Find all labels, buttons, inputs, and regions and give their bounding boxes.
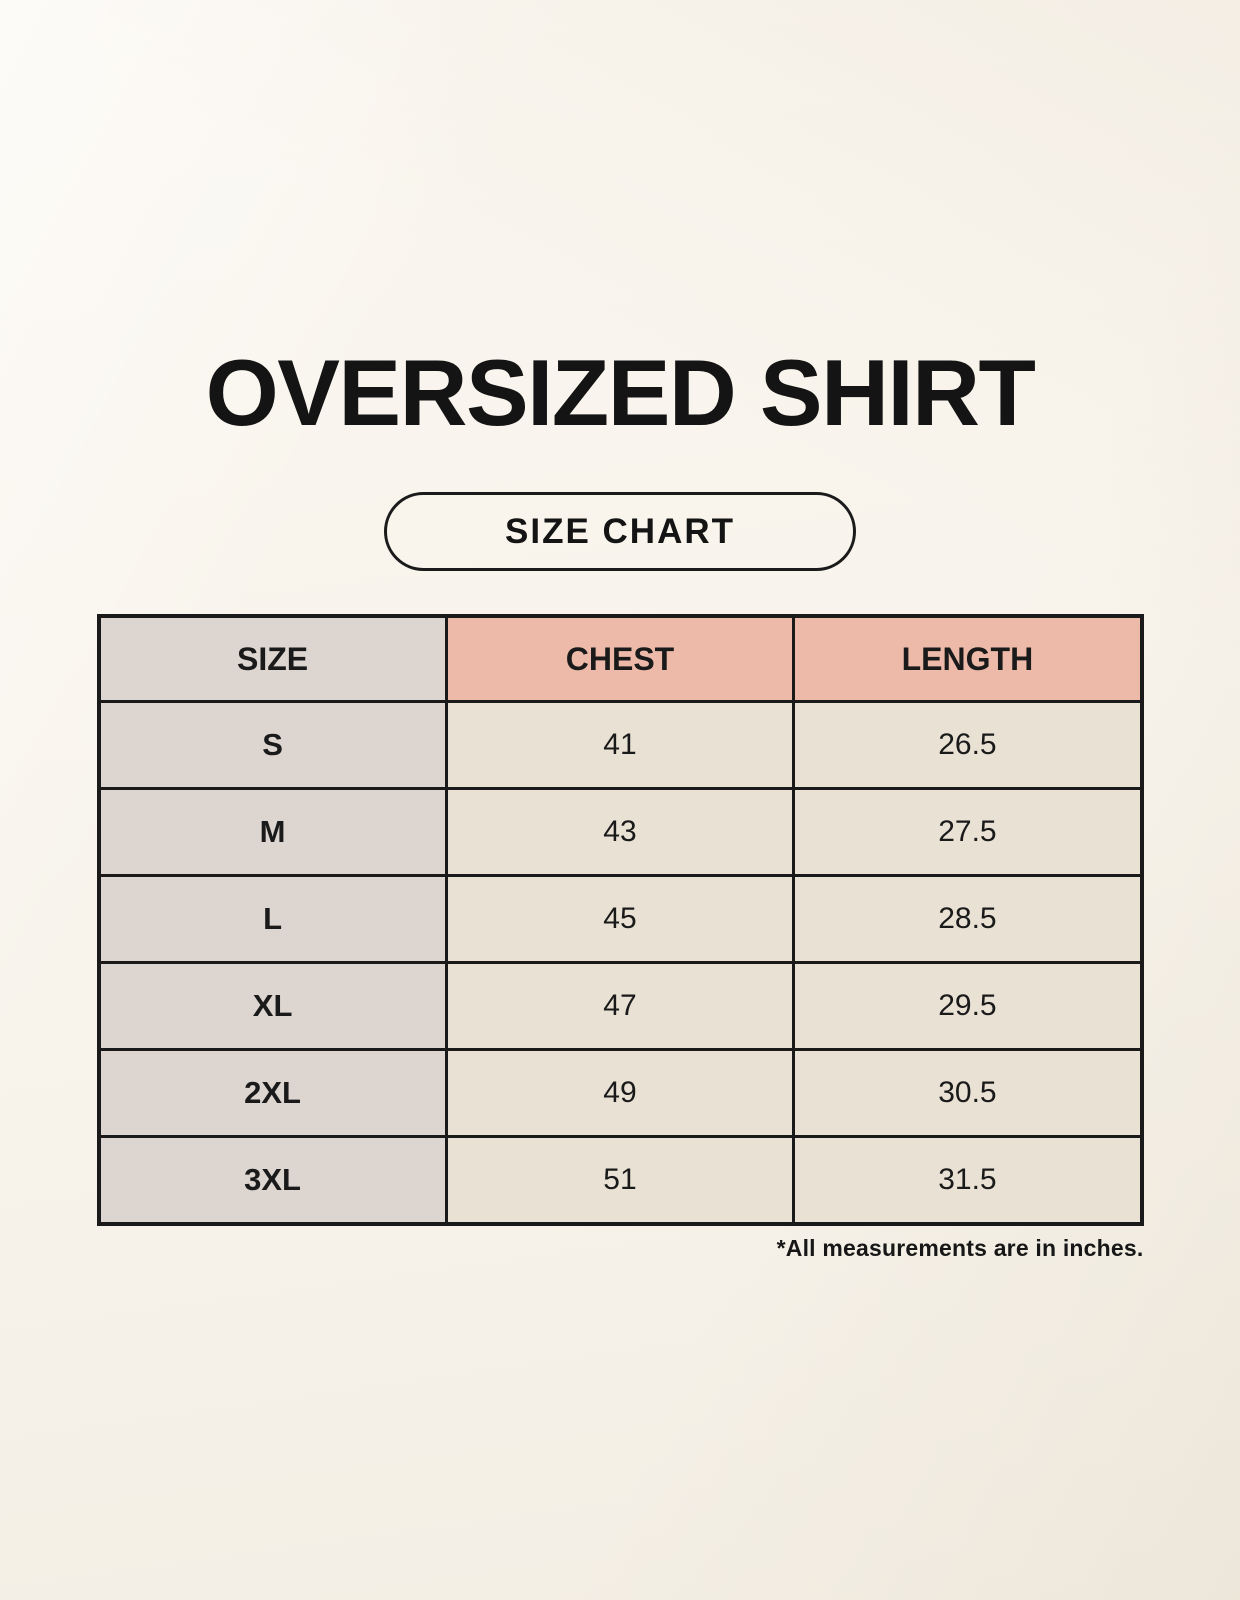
size-cell: XL (97, 961, 448, 1051)
column-header-chest: CHEST (444, 614, 796, 703)
table-row: L 45 28.5 (97, 874, 1143, 964)
length-cell: 30.5 (792, 1048, 1143, 1138)
length-cell: 29.5 (792, 961, 1143, 1051)
table-row: M 43 27.5 (97, 787, 1143, 877)
table-row: 2XL 49 30.5 (97, 1048, 1143, 1138)
length-cell: 31.5 (792, 1135, 1143, 1226)
chest-cell: 45 (444, 874, 796, 964)
size-cell: 3XL (97, 1135, 448, 1226)
size-chart-pill: SIZE CHART (384, 492, 856, 571)
chest-cell: 47 (444, 961, 796, 1051)
size-cell: 2XL (97, 1048, 448, 1138)
size-cell: S (97, 700, 448, 790)
size-cell: M (97, 787, 448, 877)
page-title: OVERSIZED SHIRT (205, 340, 1036, 445)
table-row: S 41 26.5 (97, 700, 1143, 790)
measurements-footnote: *All measurements are in inches. (776, 1235, 1144, 1261)
size-chart-pill-label: SIZE CHART (505, 511, 735, 551)
table-row: 3XL 51 31.5 (97, 1135, 1143, 1226)
size-cell: L (97, 874, 448, 964)
size-chart-table: SIZE CHEST LENGTH S 41 26.5 M 43 27.5 L … (96, 614, 1144, 1226)
chest-cell: 43 (444, 787, 796, 877)
length-cell: 28.5 (792, 874, 1143, 964)
column-header-size: SIZE (97, 614, 448, 703)
length-cell: 27.5 (792, 787, 1143, 877)
table-header-row: SIZE CHEST LENGTH (97, 614, 1143, 703)
length-cell: 26.5 (792, 700, 1143, 790)
table-row: XL 47 29.5 (97, 961, 1143, 1051)
chest-cell: 41 (444, 700, 796, 790)
column-header-length: LENGTH (792, 614, 1143, 703)
chest-cell: 51 (444, 1135, 796, 1226)
chest-cell: 49 (444, 1048, 796, 1138)
